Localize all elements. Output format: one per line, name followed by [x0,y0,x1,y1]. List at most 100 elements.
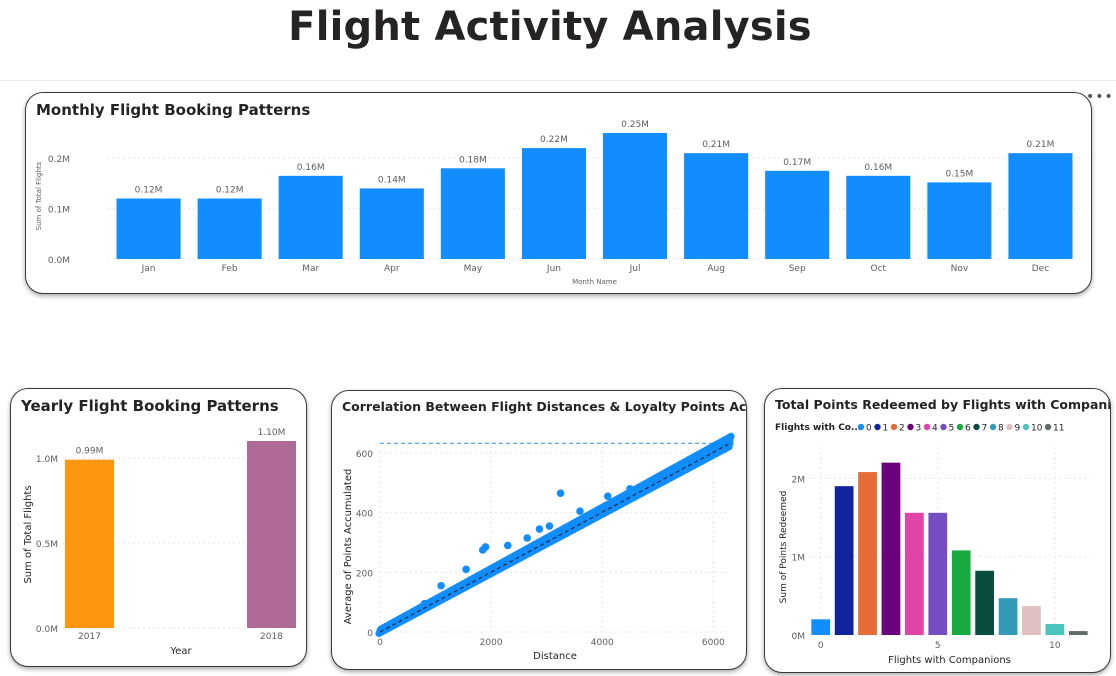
yearly-chart-card[interactable]: Yearly Flight Booking Patterns 0.0M 0.5M 1… [10,388,307,667]
legend-label: 6 [965,424,971,434]
bar-jan [116,198,181,259]
bar-oct [846,175,911,259]
scatter-point [545,522,554,530]
legend-marker [989,423,997,431]
x-tick-label: Jun [546,264,561,274]
monthly-chart-title: Monthly Flight Booking Patterns [36,101,311,119]
trend-line [379,442,731,633]
scatter-point [478,546,487,554]
bar-2017 [65,459,114,628]
x-axis-label: Month Name [572,278,617,286]
x-axis-label: Year [169,646,192,657]
data-label: 0.16M [864,163,892,173]
legend-marker [857,423,865,431]
more-options-icon[interactable]: ••• [1086,89,1114,105]
bar-8 [998,598,1018,635]
legend-marker [1022,423,1030,431]
bar-9 [1022,606,1041,635]
y-axis-label: Sum of Points Redeemed [779,491,789,604]
y-tick-label: 0.0M [36,625,58,635]
bar-2018 [247,441,296,628]
x-tick-label: 2017 [78,632,101,642]
scatter-point-band [375,432,735,638]
x-tick-label: 10 [1049,641,1061,651]
legend-marker [973,423,980,431]
data-label: 0.16M [297,163,325,173]
scatter-chart-card[interactable]: Correlation Between Flight Distances & L… [331,390,747,670]
data-label: 0.99M [76,447,104,457]
monthly-chart-card[interactable]: Monthly Flight Booking Patterns 0.0M 0.1M… [25,92,1092,294]
bar-2 [858,472,877,635]
legend-marker [907,423,914,431]
bar-aug [684,153,749,259]
x-tick-label: Jan [141,264,156,274]
legend-marker [923,423,931,431]
bar-jun [521,148,586,259]
y-tick-label: 1.0M [36,455,58,465]
bar-0 [811,619,831,635]
legend-marker [1006,423,1013,431]
data-label: 1.10M [258,428,286,438]
legend-label: 9 [1015,424,1021,434]
x-tick-label: 2000 [480,638,503,648]
data-label: 0.14M [378,175,406,185]
scatter-point [556,489,565,498]
data-label: 0.21M [702,140,730,150]
title-divider [0,80,1116,81]
x-tick-label: Aug [707,264,725,274]
y-axis-label: Sum of Total Flights [35,161,43,230]
y-tick-label: 0M [792,632,806,642]
y-tick-label: 0.0M [48,256,70,266]
legend-label: 1 [883,424,889,434]
x-axis-label: Flights with Companions [888,655,1011,666]
bar-1 [834,486,854,635]
x-tick-label: Sep [789,264,806,274]
bar-mar [278,175,343,259]
data-label: 0.21M [1027,140,1055,150]
scatter-point [535,525,544,533]
legend-marker [1044,423,1052,431]
y-tick-label: 0.5M [36,540,58,550]
x-tick-label: Jul [629,264,641,274]
x-tick-label: 2018 [260,632,283,642]
bar-6 [951,550,971,635]
x-tick-label: May [464,264,483,274]
data-label: 0.25M [621,120,649,130]
legend-label: 4 [932,424,938,434]
data-label: 0.12M [135,186,163,196]
legend-marker [956,423,964,431]
monthly-bar-chart: 0.0M 0.1M 0.2M 0.12M Jan 0.12M Feb 0.16M Mar 0.14… [35,120,1081,286]
companions-chart-title: Total Points Redeemed by Flights with Co… [775,397,1111,412]
y-tick-label: 0 [367,629,373,639]
x-tick-label: Nov [951,264,969,274]
scatter-point [437,581,445,590]
y-tick-label: 2M [792,475,806,485]
bar-jul [603,133,668,259]
scatter-point [603,492,612,501]
legend-label: 0 [866,424,872,434]
legend-label: 5 [949,424,955,434]
bar-may [440,168,505,259]
y-tick-label: 400 [356,510,373,520]
bar-apr [359,188,424,259]
data-label: 0.18M [459,155,487,165]
companions-chart-card[interactable]: Total Points Redeemed by Flights with Co… [764,388,1111,673]
x-tick-label: Dec [1032,264,1049,274]
scatter-point [725,443,733,451]
x-tick-label: 4000 [591,638,614,648]
scatter-point [626,484,634,493]
scatter-chart-title: Correlation Between Flight Distances & L… [342,399,747,414]
yearly-chart-title: Yearly Flight Booking Patterns [21,397,279,415]
x-tick-label: 6000 [702,638,725,648]
legend-label: 8 [998,424,1004,434]
legend-marker [890,423,898,431]
scatter-point [420,599,429,608]
scatter-point [523,534,532,542]
bar-dec [1008,153,1073,259]
x-tick-label: 0 [377,638,383,648]
y-tick-label: 600 [356,450,373,460]
legend-marker [940,423,947,431]
x-tick-label: Feb [222,264,238,274]
x-tick-label: Mar [302,264,319,274]
